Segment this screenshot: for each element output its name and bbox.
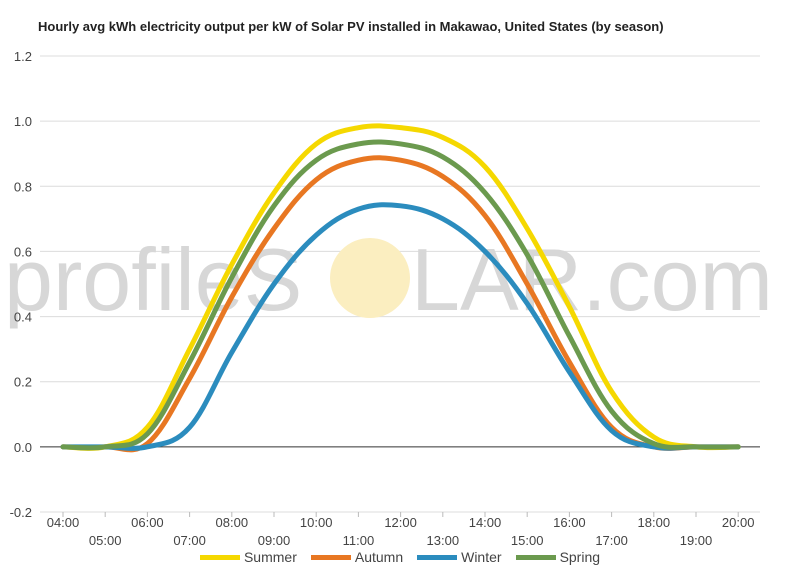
y-tick-label: 0.2 <box>14 375 32 390</box>
x-tick-label: 12:00 <box>384 515 417 530</box>
series-line-spring <box>60 139 741 451</box>
grid-lines <box>40 55 760 513</box>
x-tick-label: 11:00 <box>343 533 375 548</box>
legend-item-winter[interactable]: Winter <box>417 549 502 565</box>
watermark-text-right: LAR.com <box>411 230 773 329</box>
line-chart: profileS LAR.com -0.2 0.0 0.2 0.4 0.6 0.8 1.0 1… <box>4 49 773 548</box>
legend-item-summer[interactable]: Summer <box>199 549 297 565</box>
x-tick-label: 10:00 <box>300 515 333 530</box>
legend-label: Winter <box>461 549 502 565</box>
watermark-text-left: profileS <box>4 230 302 329</box>
chart-title: Hourly avg kWh electricity output per kW… <box>38 19 664 34</box>
legend-swatch <box>515 554 556 560</box>
x-tick-label: 08:00 <box>216 515 249 530</box>
legend-label: Summer <box>243 549 297 565</box>
legend-item-spring[interactable]: Spring <box>515 549 601 565</box>
x-tick-label: 19:00 <box>680 533 713 548</box>
x-tick-label: 06:00 <box>131 515 164 530</box>
x-tick-label: 17:00 <box>595 533 628 548</box>
x-tick-label: 05:00 <box>89 533 122 548</box>
series-lines <box>60 123 741 453</box>
x-tick-label: 15:00 <box>511 533 544 548</box>
y-tick-label: 0.8 <box>14 179 32 194</box>
y-axis-ticks: -0.2 0.0 0.2 0.4 0.6 0.8 1.0 1.2 <box>10 49 32 520</box>
x-axis-ticks: 04:00 05:00 06:00 07:00 08:00 09:00 10:00 11:00… <box>47 512 755 548</box>
x-tick-label: 07:00 <box>173 533 206 548</box>
x-tick-label: 09:00 <box>258 533 291 548</box>
legend-label: Autumn <box>354 549 404 565</box>
x-tick-label: 04:00 <box>47 515 80 530</box>
y-tick-label: 1.0 <box>14 114 32 129</box>
series-line-winter <box>60 202 741 451</box>
y-tick-label: 0.0 <box>14 440 32 455</box>
x-tick-label: 13:00 <box>427 533 460 548</box>
x-tick-label: 20:00 <box>722 515 755 530</box>
legend-item-autumn[interactable]: Autumn <box>310 549 404 565</box>
legend: Summer Autumn Winter Spring <box>0 549 800 565</box>
watermark: profileS LAR.com <box>4 230 773 329</box>
legend-swatch <box>310 554 351 560</box>
y-tick-label: -0.2 <box>10 505 32 520</box>
y-tick-label: 0.6 <box>14 244 32 259</box>
y-tick-label: 1.2 <box>14 49 32 64</box>
y-tick-label: 0.4 <box>14 310 32 325</box>
x-tick-label: 18:00 <box>638 515 671 530</box>
legend-swatch <box>417 554 458 560</box>
x-tick-label: 16:00 <box>553 515 586 530</box>
legend-swatch <box>199 554 240 560</box>
watermark-sun-logo <box>330 238 410 318</box>
legend-label: Spring <box>559 549 601 565</box>
x-tick-label: 14:00 <box>469 515 502 530</box>
series-line-summer <box>60 123 741 451</box>
